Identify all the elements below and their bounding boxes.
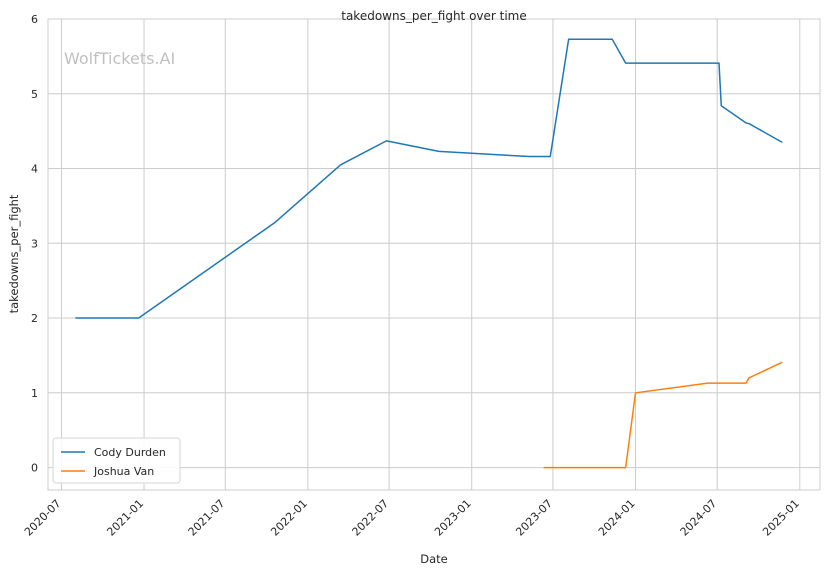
y-tick-label: 1 [31,387,38,400]
legend-label-cody-durden: Cody Durden [94,446,166,459]
series-line-joshua-van [543,361,783,469]
x-axis-label: Date [420,552,448,566]
y-axis-label: takedowns_per_fight [7,194,21,313]
y-tick-label: 4 [31,163,38,176]
x-grid [60,19,801,490]
plot-area [47,18,821,491]
chart-title: takedowns_per_fight over time [341,9,527,23]
series-line-cody-durden [75,38,783,319]
x-tick-label: 2024-01 [596,497,638,539]
y-tick-label: 2 [31,312,38,325]
watermark-text: WolfTickets.AI [64,49,175,68]
y-tick-label: 0 [31,462,38,475]
x-axis-ticks: 2020-07 2021-01 2021-07 2022-01 2022-07 2023-… [22,497,802,539]
x-tick-label: 2021-01 [104,497,146,539]
y-axis-ticks: 0 1 2 3 4 5 6 [31,13,38,475]
y-tick-label: 3 [31,237,38,250]
y-tick-label: 6 [31,13,38,26]
x-tick-label: 2021-07 [186,497,228,539]
x-tick-label: 2022-01 [268,497,310,539]
legend-label-joshua-van: Joshua Van [93,465,154,478]
x-tick-label: 2023-07 [513,497,555,539]
x-tick-label: 2022-07 [350,497,392,539]
x-tick-label: 2025-01 [760,497,802,539]
y-tick-label: 5 [31,88,38,101]
x-tick-label: 2020-07 [22,497,64,539]
x-tick-label: 2023-01 [432,497,474,539]
series-layer [75,38,783,469]
x-tick-label: 2024-07 [678,497,720,539]
legend: Cody Durden Joshua Van [52,437,181,484]
